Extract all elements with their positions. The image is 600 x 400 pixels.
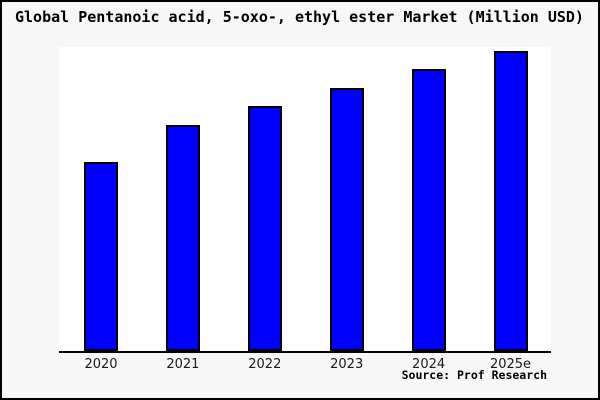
chart-title: Global Pentanoic acid, 5-oxo-, ethyl est… xyxy=(15,8,584,26)
bar-2025e xyxy=(493,51,528,351)
x-tick-label-2022: 2022 xyxy=(248,357,282,372)
plot-area xyxy=(59,47,551,353)
bar-2020 xyxy=(84,162,118,351)
bar-2023 xyxy=(329,88,364,351)
bar-2024 xyxy=(411,69,446,351)
x-tick-label-2025e: 2025e xyxy=(489,357,532,372)
x-axis-labels: 2020 2021 2022 2023 2024 2025e xyxy=(2,357,598,375)
bar-2021 xyxy=(165,125,200,351)
x-tick-label-2023: 2023 xyxy=(330,357,364,372)
bar-2022 xyxy=(247,106,282,351)
x-tick-label-2020: 2020 xyxy=(84,357,118,372)
source-credit: Source: Prof Research xyxy=(401,368,547,382)
x-tick-label-2021: 2021 xyxy=(166,357,200,372)
x-tick-label-2024: 2024 xyxy=(412,357,446,372)
